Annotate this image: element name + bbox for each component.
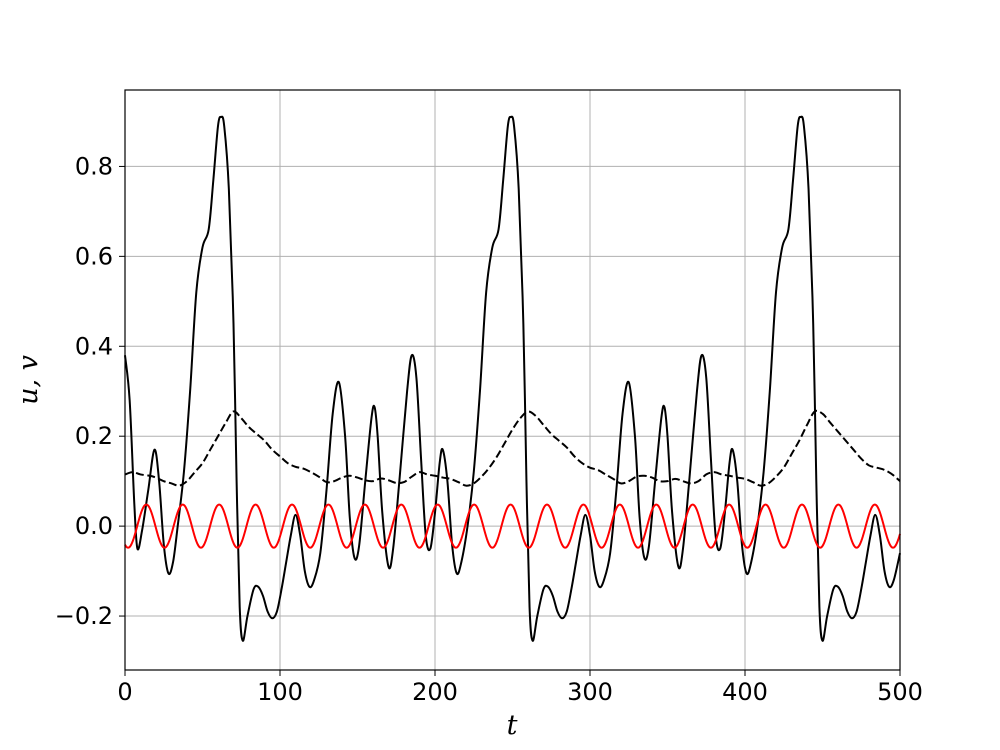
y-axis-label: u, v: [13, 355, 44, 405]
x-tick-label: 500: [877, 678, 923, 706]
y-tick-label: −0.2: [55, 602, 113, 630]
axes-frame: [124, 89, 901, 671]
y-tick-label: 0.2: [75, 422, 113, 450]
y-tick-label: 0.6: [75, 242, 113, 270]
x-tick-label: 300: [567, 678, 613, 706]
y-tick-label: 0.0: [75, 512, 113, 540]
x-tick-label: 100: [257, 678, 303, 706]
y-tick-label: 0.4: [75, 332, 113, 360]
ticks: 0 100 200 300 400 500 −0.2 0.0 0.2 0.4 0.6 0.8: [55, 152, 923, 706]
x-tick-label: 200: [412, 678, 458, 706]
series-line-1: [124, 115, 901, 642]
series-line-3: [124, 503, 901, 549]
x-tick-label: 0: [117, 678, 132, 706]
x-tick-label: 400: [722, 678, 768, 706]
series-line-2: [124, 409, 901, 487]
x-axis-label: t: [507, 710, 518, 741]
plot-series: [124, 115, 901, 642]
y-tick-label: 0.8: [75, 152, 113, 180]
